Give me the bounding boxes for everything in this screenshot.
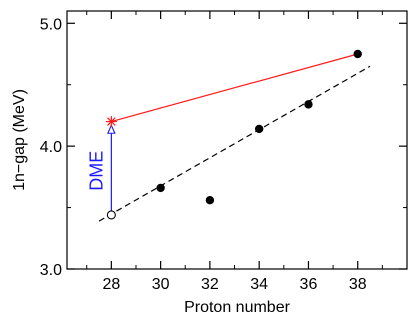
dme-arrow-head <box>107 123 116 134</box>
y-tick-label: 3.0 <box>40 262 62 279</box>
x-tick-label: 30 <box>152 276 170 293</box>
star-stroke <box>107 117 116 126</box>
x-axis-title: Proton number <box>184 299 291 316</box>
y-axis-title: 1n−gap (MeV) <box>11 89 28 191</box>
plot-frame <box>66 10 408 270</box>
data-point-filled <box>304 100 313 109</box>
y-tick-label: 5.0 <box>40 16 62 33</box>
data-point-filled <box>254 124 264 134</box>
x-tick-label: 36 <box>300 276 318 293</box>
y-tick-label: 4.0 <box>40 139 62 156</box>
plot-layer: 28 30 32 34 36 38 3.0 4.0 5.0 DME <box>40 10 408 293</box>
x-tick-label: 34 <box>250 276 268 293</box>
x-tick-label: 32 <box>201 276 219 293</box>
star-marker <box>105 116 117 128</box>
data-point-open <box>106 210 116 220</box>
red-line <box>111 53 358 123</box>
x-tick-label: 28 <box>102 276 120 293</box>
data-point-filled <box>205 196 215 205</box>
dme-label: DME <box>87 151 107 191</box>
data-point-filled <box>353 49 362 59</box>
data-point-filled <box>156 183 165 193</box>
x-tick-label: 38 <box>349 276 367 293</box>
dashed-fit-line <box>98 65 371 222</box>
